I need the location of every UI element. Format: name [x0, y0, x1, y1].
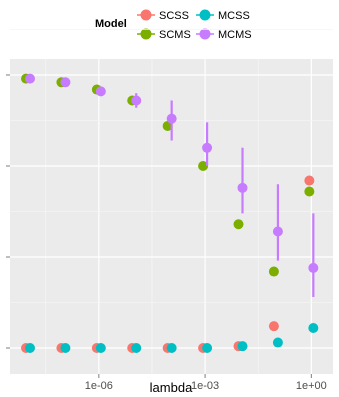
x-tick-label: 1e+00 — [296, 380, 327, 392]
data-point — [60, 77, 71, 88]
series-mcss — [25, 322, 319, 353]
y-axis — [6, 74, 10, 349]
data-point — [95, 343, 106, 353]
legend-label: MCSS — [218, 10, 250, 22]
legend: Model SCSS MCSS SCMS MCMS — [95, 9, 252, 41]
legend-key-dot — [199, 9, 211, 21]
data-point — [308, 322, 319, 333]
data-point — [131, 95, 142, 106]
x-tick-label: 1e-06 — [85, 380, 113, 392]
data-point — [202, 142, 213, 153]
data-point — [272, 337, 283, 348]
data-point — [162, 120, 173, 131]
data-point — [237, 182, 248, 193]
legend-label: SCSS — [159, 10, 189, 22]
legend-key-dot — [140, 9, 152, 21]
x-axis-title: lambda — [150, 380, 193, 395]
legend-title: Model — [95, 18, 127, 30]
data-marks — [21, 73, 319, 353]
data-point — [60, 343, 71, 353]
data-point — [202, 343, 213, 353]
data-point — [198, 161, 209, 171]
data-point — [304, 186, 315, 197]
data-point — [272, 226, 283, 237]
data-point — [166, 113, 177, 124]
data-point — [95, 86, 106, 97]
legend-key-dot — [199, 28, 211, 40]
x-tick-label: 1e-03 — [191, 380, 219, 392]
data-point — [166, 343, 177, 353]
x-axis: 1e-06 1e-03 1e+00 — [85, 374, 327, 392]
data-point — [268, 266, 279, 277]
data-point — [268, 321, 279, 332]
data-point — [237, 341, 248, 352]
data-point — [233, 219, 244, 230]
series-mcms — [25, 73, 319, 298]
legend-key-dot — [140, 28, 152, 40]
data-point — [308, 262, 319, 273]
data-point — [25, 343, 35, 353]
legend-label: SCMS — [159, 29, 191, 41]
legend-label: MCMS — [218, 29, 252, 41]
data-point — [304, 175, 315, 186]
data-point — [25, 73, 35, 84]
data-point — [131, 343, 142, 353]
